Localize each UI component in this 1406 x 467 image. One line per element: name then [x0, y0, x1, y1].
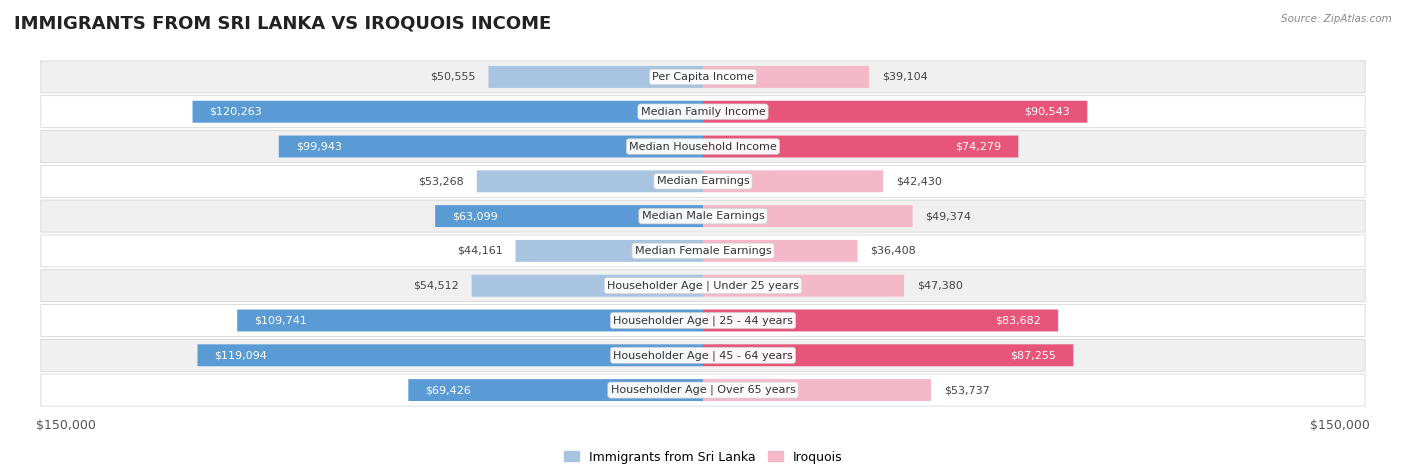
Text: $36,408: $36,408: [870, 246, 917, 256]
FancyBboxPatch shape: [41, 304, 1365, 337]
Text: $99,943: $99,943: [295, 142, 342, 151]
Text: $53,737: $53,737: [943, 385, 990, 395]
FancyBboxPatch shape: [703, 310, 1059, 332]
FancyBboxPatch shape: [408, 379, 703, 401]
FancyBboxPatch shape: [516, 240, 703, 262]
Text: $50,555: $50,555: [430, 72, 475, 82]
FancyBboxPatch shape: [193, 101, 703, 123]
Text: $83,682: $83,682: [995, 316, 1042, 325]
Text: Median Female Earnings: Median Female Earnings: [634, 246, 772, 256]
FancyBboxPatch shape: [41, 374, 1365, 406]
Text: $54,512: $54,512: [413, 281, 458, 290]
Text: $119,094: $119,094: [215, 350, 267, 360]
FancyBboxPatch shape: [703, 170, 883, 192]
FancyBboxPatch shape: [703, 240, 858, 262]
Text: $39,104: $39,104: [882, 72, 928, 82]
FancyBboxPatch shape: [41, 200, 1365, 232]
Text: Householder Age | 25 - 44 years: Householder Age | 25 - 44 years: [613, 315, 793, 326]
Text: IMMIGRANTS FROM SRI LANKA VS IROQUOIS INCOME: IMMIGRANTS FROM SRI LANKA VS IROQUOIS IN…: [14, 14, 551, 32]
Legend: Immigrants from Sri Lanka, Iroquois: Immigrants from Sri Lanka, Iroquois: [558, 446, 848, 467]
FancyBboxPatch shape: [41, 96, 1365, 127]
Text: $120,263: $120,263: [209, 107, 263, 117]
Text: $47,380: $47,380: [917, 281, 963, 290]
FancyBboxPatch shape: [703, 205, 912, 227]
FancyBboxPatch shape: [471, 275, 703, 297]
Text: Householder Age | 45 - 64 years: Householder Age | 45 - 64 years: [613, 350, 793, 361]
FancyBboxPatch shape: [477, 170, 703, 192]
FancyBboxPatch shape: [703, 66, 869, 88]
Text: Median Earnings: Median Earnings: [657, 177, 749, 186]
Text: $74,279: $74,279: [955, 142, 1001, 151]
Text: $44,161: $44,161: [457, 246, 503, 256]
FancyBboxPatch shape: [703, 344, 1073, 366]
FancyBboxPatch shape: [278, 135, 703, 157]
Text: $90,543: $90,543: [1025, 107, 1070, 117]
Text: $63,099: $63,099: [453, 211, 498, 221]
Text: $69,426: $69,426: [425, 385, 471, 395]
FancyBboxPatch shape: [41, 340, 1365, 371]
FancyBboxPatch shape: [703, 275, 904, 297]
Text: Median Male Earnings: Median Male Earnings: [641, 211, 765, 221]
Text: $53,268: $53,268: [419, 177, 464, 186]
FancyBboxPatch shape: [488, 66, 703, 88]
Text: Householder Age | Under 25 years: Householder Age | Under 25 years: [607, 281, 799, 291]
Text: $87,255: $87,255: [1011, 350, 1056, 360]
FancyBboxPatch shape: [197, 344, 703, 366]
FancyBboxPatch shape: [703, 135, 1018, 157]
FancyBboxPatch shape: [703, 101, 1087, 123]
Text: Householder Age | Over 65 years: Householder Age | Over 65 years: [610, 385, 796, 396]
FancyBboxPatch shape: [703, 379, 931, 401]
Text: Median Household Income: Median Household Income: [628, 142, 778, 151]
FancyBboxPatch shape: [41, 165, 1365, 198]
Text: Source: ZipAtlas.com: Source: ZipAtlas.com: [1281, 14, 1392, 24]
FancyBboxPatch shape: [238, 310, 703, 332]
Text: Median Family Income: Median Family Income: [641, 107, 765, 117]
FancyBboxPatch shape: [41, 235, 1365, 267]
Text: Per Capita Income: Per Capita Income: [652, 72, 754, 82]
FancyBboxPatch shape: [41, 269, 1365, 302]
Text: $42,430: $42,430: [896, 177, 942, 186]
Text: $49,374: $49,374: [925, 211, 972, 221]
FancyBboxPatch shape: [41, 61, 1365, 93]
Text: $109,741: $109,741: [254, 316, 307, 325]
FancyBboxPatch shape: [41, 130, 1365, 163]
FancyBboxPatch shape: [436, 205, 703, 227]
